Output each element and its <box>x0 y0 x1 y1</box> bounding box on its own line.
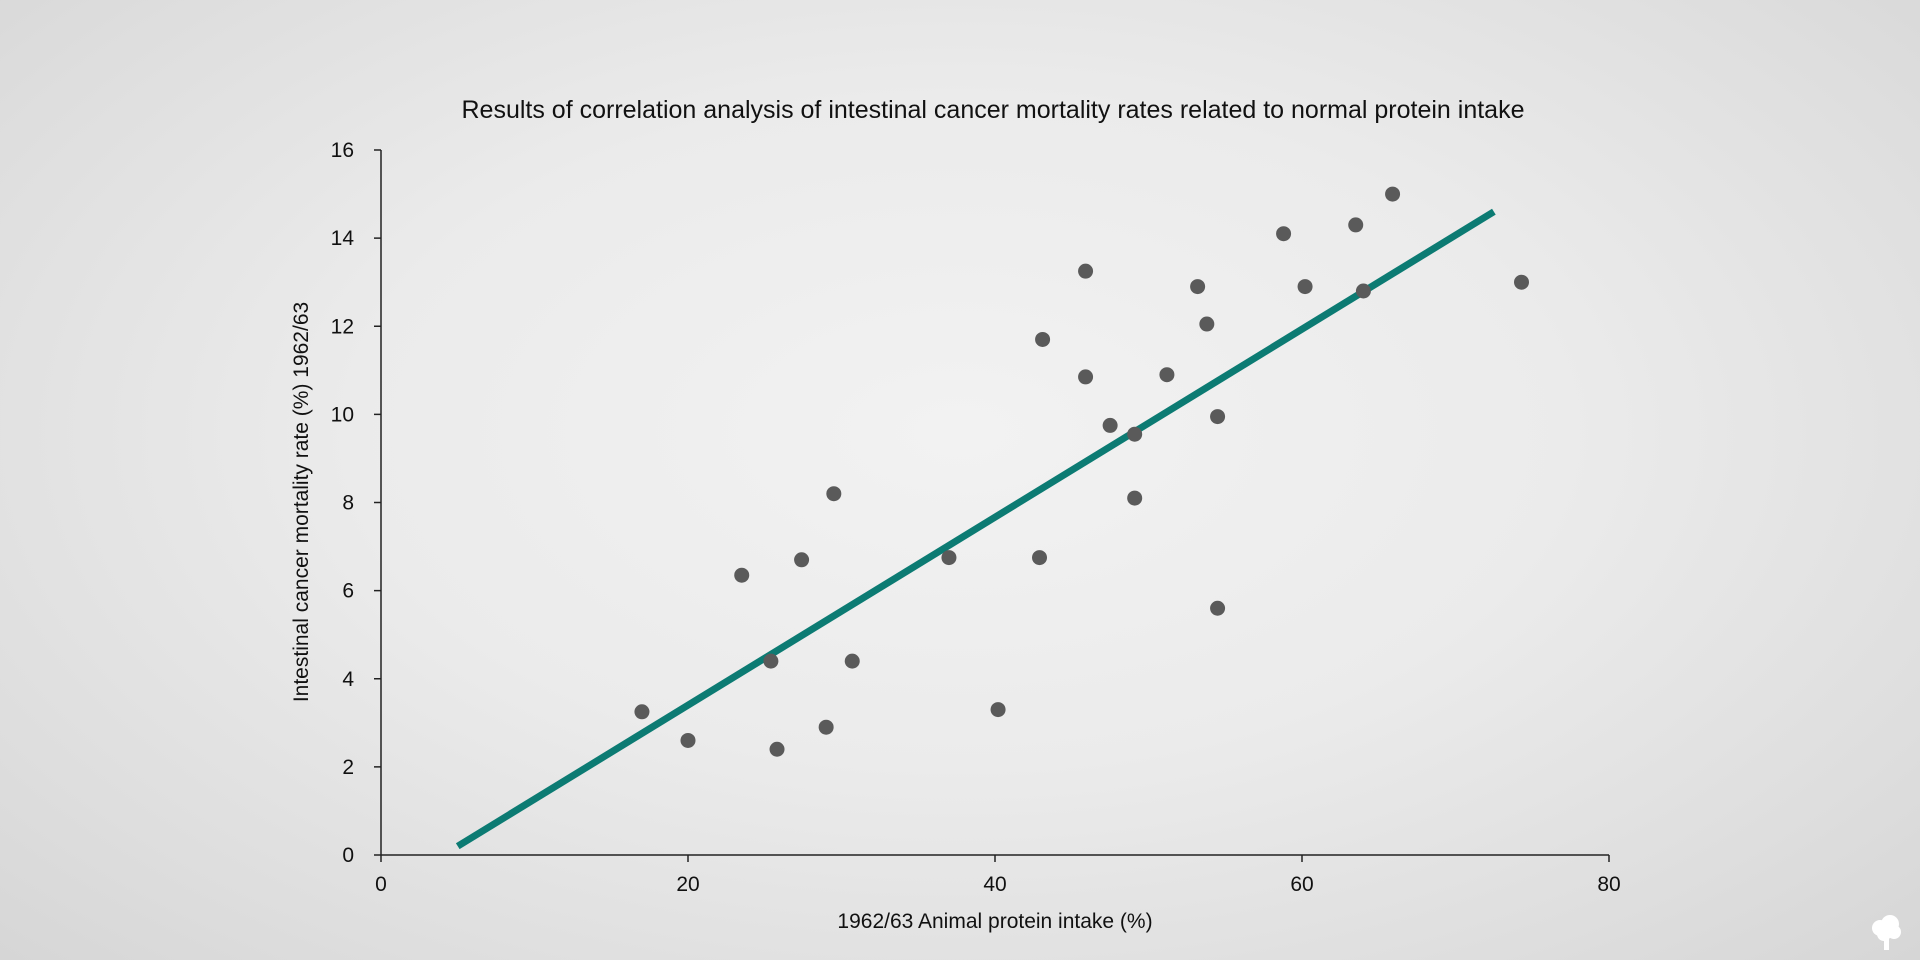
data-point <box>941 550 957 566</box>
data-point <box>818 719 834 735</box>
x-tick-label: 40 <box>983 873 1006 896</box>
data-point <box>734 567 750 583</box>
y-tick-label: 6 <box>342 580 354 603</box>
data-point <box>990 702 1006 718</box>
trendline-layer <box>455 208 1496 850</box>
x-tick-label: 60 <box>1290 873 1313 896</box>
data-point <box>1127 426 1143 442</box>
y-axis-label: Intestinal cancer mortality rate (%) 196… <box>290 302 313 702</box>
data-point <box>680 732 696 748</box>
data-point <box>1514 274 1530 290</box>
x-tick-label: 80 <box>1597 873 1620 896</box>
data-point <box>1348 217 1364 233</box>
data-point <box>844 653 860 669</box>
data-point <box>794 552 810 568</box>
data-point <box>1385 186 1401 202</box>
y-tick-label: 16 <box>331 139 354 162</box>
y-tick-label: 14 <box>331 227 355 250</box>
data-point <box>634 704 650 720</box>
y-tick-label: 2 <box>342 756 354 779</box>
y-tick-label: 0 <box>342 844 354 867</box>
data-point <box>1035 331 1051 347</box>
data-point <box>1159 367 1175 383</box>
y-tick-label: 10 <box>331 403 354 426</box>
tree-icon <box>1872 915 1901 950</box>
y-tick-label: 12 <box>331 315 354 338</box>
data-point <box>1127 490 1143 506</box>
data-point <box>1078 369 1094 385</box>
x-axis-label: 1962/63 Animal protein intake (%) <box>837 910 1152 933</box>
data-point <box>763 653 779 669</box>
data-point <box>1199 316 1215 332</box>
data-point <box>1102 417 1118 433</box>
data-points <box>634 186 1530 757</box>
data-point <box>1078 263 1094 279</box>
data-point <box>1210 600 1226 616</box>
axis-ticks: 0 20 40 60 80 0 2 4 6 8 10 12 14 16 <box>331 139 1621 896</box>
data-point <box>1032 550 1048 566</box>
trendline <box>455 208 1496 850</box>
data-point <box>1297 279 1313 295</box>
data-point <box>1276 226 1292 242</box>
y-tick-label: 8 <box>342 492 354 515</box>
chart-title: Results of correlation analysis of intes… <box>461 96 1524 124</box>
x-tick-label: 20 <box>676 873 699 896</box>
data-point <box>826 486 842 502</box>
data-point <box>1210 409 1226 425</box>
y-tick-label: 4 <box>342 668 354 691</box>
data-point <box>1355 283 1371 299</box>
x-tick-label: 0 <box>375 873 387 896</box>
data-point <box>769 741 785 757</box>
data-point <box>1190 279 1206 295</box>
